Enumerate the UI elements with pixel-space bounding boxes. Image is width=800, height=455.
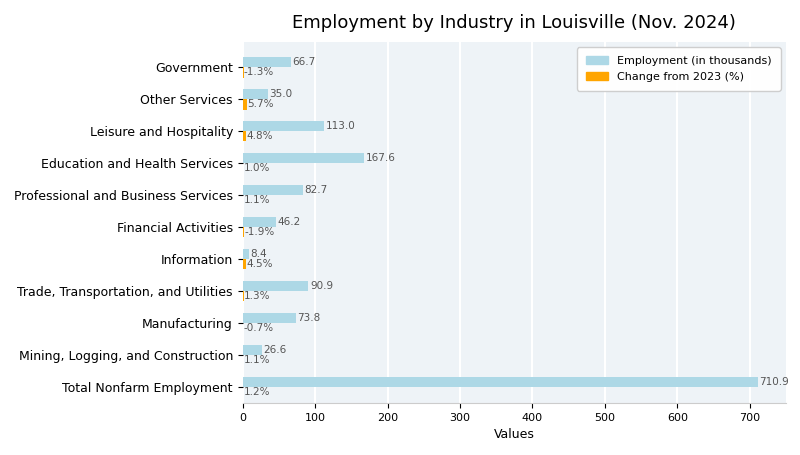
Text: 710.9: 710.9 xyxy=(759,377,789,387)
Bar xyxy=(242,281,309,291)
Bar xyxy=(242,249,249,259)
Bar xyxy=(242,227,244,238)
Title: Employment by Industry in Louisville (Nov. 2024): Employment by Industry in Louisville (No… xyxy=(293,14,736,32)
Bar xyxy=(242,99,246,110)
Text: 1.3%: 1.3% xyxy=(244,291,270,301)
Bar xyxy=(242,291,243,301)
Text: 66.7: 66.7 xyxy=(292,57,316,67)
Text: -0.7%: -0.7% xyxy=(243,323,274,333)
Text: 90.9: 90.9 xyxy=(310,281,333,291)
Bar xyxy=(242,259,246,269)
Bar xyxy=(242,89,268,99)
Text: 167.6: 167.6 xyxy=(366,153,395,163)
Text: 46.2: 46.2 xyxy=(278,217,301,227)
Text: 1.2%: 1.2% xyxy=(244,387,270,397)
Text: 4.5%: 4.5% xyxy=(246,259,273,269)
Bar xyxy=(242,57,291,67)
Bar xyxy=(242,153,364,163)
X-axis label: Values: Values xyxy=(494,428,534,441)
Bar xyxy=(242,313,296,323)
Bar xyxy=(242,185,302,195)
Bar xyxy=(242,345,262,355)
Text: 4.8%: 4.8% xyxy=(246,131,273,142)
Bar xyxy=(242,67,243,77)
Text: 73.8: 73.8 xyxy=(298,313,321,323)
Bar xyxy=(242,377,758,387)
Text: 82.7: 82.7 xyxy=(304,185,327,195)
Text: 8.4: 8.4 xyxy=(250,249,266,259)
Text: 1.1%: 1.1% xyxy=(244,195,270,205)
Text: 5.7%: 5.7% xyxy=(247,99,274,109)
Bar xyxy=(242,121,325,131)
Text: -1.3%: -1.3% xyxy=(244,67,274,77)
Bar xyxy=(242,131,246,142)
Text: 1.0%: 1.0% xyxy=(244,163,270,173)
Bar xyxy=(242,217,276,227)
Legend: Employment (in thousands), Change from 2023 (%): Employment (in thousands), Change from 2… xyxy=(577,47,781,91)
Text: -1.9%: -1.9% xyxy=(244,227,274,237)
Text: 26.6: 26.6 xyxy=(263,345,286,355)
Text: 113.0: 113.0 xyxy=(326,121,356,131)
Text: 1.1%: 1.1% xyxy=(244,355,270,365)
Bar xyxy=(242,387,243,397)
Text: 35.0: 35.0 xyxy=(270,89,293,99)
